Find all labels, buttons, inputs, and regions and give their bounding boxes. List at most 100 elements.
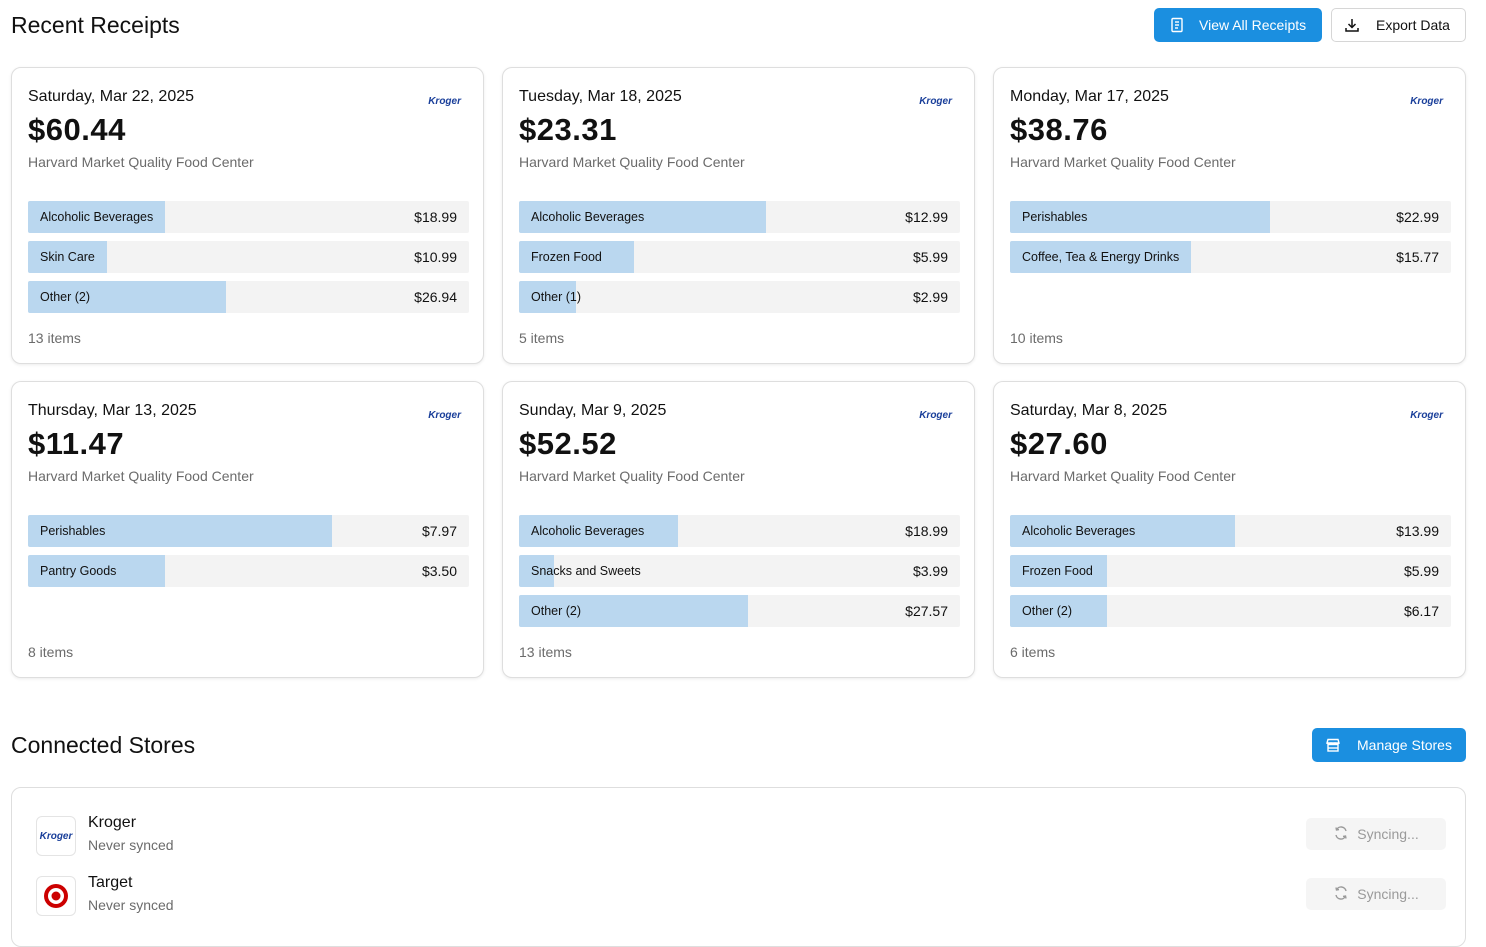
- category-label: Other (2): [531, 604, 582, 618]
- category-bar: Frozen Food $5.99: [519, 241, 960, 273]
- recent-receipts-title: Recent Receipts: [11, 12, 180, 38]
- category-bar-fill: [519, 555, 555, 587]
- category-amount: $3.99: [912, 563, 948, 579]
- sync-label: Syncing...: [1357, 886, 1419, 902]
- receipt-item-count: 8 items: [28, 644, 74, 660]
- receipt-store-name: Harvard Market Quality Food Center: [519, 468, 745, 484]
- receipt-date: Saturday, Mar 8, 2025: [1010, 402, 1168, 419]
- category-bar-fill: [28, 201, 165, 233]
- receipt-date: Thursday, Mar 13, 2025: [28, 402, 197, 419]
- kroger-logo-icon: Kroger: [428, 410, 461, 421]
- receipt-store-name: Harvard Market Quality Food Center: [28, 468, 254, 484]
- sync-button[interactable]: Syncing...: [1306, 818, 1446, 850]
- kroger-logo-icon: Kroger: [1410, 410, 1443, 421]
- receipt-item-count: 13 items: [519, 644, 572, 660]
- category-bar-fill: [28, 281, 227, 313]
- receipt-item-count: 10 items: [1010, 330, 1063, 346]
- receipt-card[interactable]: Saturday, Mar 22, 2025 $60.44 Harvard Mark…: [11, 67, 484, 364]
- view-all-receipts-label: View All Receipts: [1199, 17, 1307, 33]
- category-bar-fill: [519, 281, 577, 313]
- category-bar-fill: [519, 241, 634, 273]
- receipt-item-count: 5 items: [519, 330, 565, 346]
- category-bar: Other (1) $2.99: [519, 281, 960, 313]
- category-label: Alcoholic Beverages: [531, 524, 645, 538]
- receipt-item-count: 6 items: [1010, 644, 1056, 660]
- connected-stores-title: Connected Stores: [11, 732, 196, 758]
- receipt-date: Monday, Mar 17, 2025: [1010, 88, 1169, 105]
- export-data-button[interactable]: Export Data: [1331, 8, 1466, 42]
- refresh-icon: [1333, 885, 1349, 904]
- category-amount: $7.97: [421, 523, 457, 539]
- kroger-logo-text: Kroger: [39, 830, 73, 842]
- category-bar: Alcoholic Beverages $18.99: [28, 201, 469, 233]
- category-amount: $5.99: [1403, 563, 1439, 579]
- receipt-date: Sunday, Mar 9, 2025: [519, 402, 667, 419]
- connected-stores-list: Kroger Kroger Never synced Syncing...: [11, 787, 1466, 947]
- category-bar-fill: [28, 515, 333, 547]
- category-bar-fill: [1010, 201, 1271, 233]
- store-name: Target: [88, 874, 133, 891]
- manage-stores-label: Manage Stores: [1357, 737, 1452, 753]
- receipt-total: $38.76: [1010, 112, 1108, 147]
- category-amount: $18.99: [414, 209, 457, 225]
- category-amount: $5.99: [912, 249, 948, 265]
- kroger-logo-icon: Kroger: [428, 96, 461, 107]
- store-sync-status: Never synced: [88, 837, 174, 853]
- kroger-logo-icon: Kroger: [919, 96, 952, 107]
- category-bar: Alcoholic Beverages $12.99: [519, 201, 960, 233]
- category-bar-fill: [28, 241, 108, 273]
- category-bar-fill: [519, 201, 766, 233]
- store-row-kroger: Kroger Kroger Never synced Syncing...: [36, 814, 1446, 858]
- receipt-card[interactable]: Tuesday, Mar 18, 2025 $23.31 Harvard Marke…: [502, 67, 975, 364]
- receipt-card[interactable]: Monday, Mar 17, 2025 $38.76 Harvard Market…: [993, 67, 1466, 364]
- category-label: Alcoholic Beverages: [1022, 524, 1136, 538]
- category-label: Pantry Goods: [40, 564, 117, 578]
- category-amount: $27.57: [905, 603, 948, 619]
- download-icon: [1344, 17, 1360, 33]
- receipt-store-name: Harvard Market Quality Food Center: [519, 154, 745, 170]
- receipt-icon: [1169, 17, 1185, 33]
- category-bar: Pantry Goods $3.50: [28, 555, 469, 587]
- category-amount: $6.17: [1403, 603, 1439, 619]
- receipt-card[interactable]: Thursday, Mar 13, 2025 $11.47 Harvard Mark…: [11, 381, 484, 678]
- receipt-store-name: Harvard Market Quality Food Center: [1010, 468, 1236, 484]
- receipt-store-name: Harvard Market Quality Food Center: [1010, 154, 1236, 170]
- store-row-target: Target Never synced Syncing...: [36, 874, 1446, 918]
- export-data-label: Export Data: [1376, 17, 1450, 33]
- receipt-item-count: 13 items: [28, 330, 81, 346]
- category-label: Other (2): [1022, 604, 1073, 618]
- kroger-logo-icon: Kroger: [919, 410, 952, 421]
- store-icon: [1325, 737, 1341, 753]
- receipt-card[interactable]: Sunday, Mar 9, 2025 $52.52 Harvard Market …: [502, 381, 975, 678]
- category-label: Perishables: [40, 524, 106, 538]
- category-bar: Perishables $22.99: [1010, 201, 1451, 233]
- category-label: Alcoholic Beverages: [40, 210, 154, 224]
- receipt-card[interactable]: Saturday, Mar 8, 2025 $27.60 Harvard Marke…: [993, 381, 1466, 678]
- category-amount: $10.99: [414, 249, 457, 265]
- category-bar-fill: [1010, 595, 1108, 627]
- manage-stores-button[interactable]: Manage Stores: [1312, 728, 1466, 762]
- view-all-receipts-button[interactable]: View All Receipts: [1154, 8, 1322, 42]
- sync-button[interactable]: Syncing...: [1306, 878, 1446, 910]
- target-logo-icon: [36, 876, 76, 916]
- store-sync-status: Never synced: [88, 897, 174, 913]
- category-amount: $3.50: [421, 563, 457, 579]
- category-amount: $2.99: [912, 289, 948, 305]
- category-bar: Alcoholic Beverages $18.99: [519, 515, 960, 547]
- category-bar-fill: [28, 555, 165, 587]
- category-bar-fill: [1010, 555, 1108, 587]
- store-name: Kroger: [88, 814, 137, 831]
- category-bar: Snacks and Sweets $3.99: [519, 555, 960, 587]
- category-amount: $22.99: [1396, 209, 1439, 225]
- category-bar-fill: [519, 515, 678, 547]
- category-bar: Perishables $7.97: [28, 515, 469, 547]
- category-label: Frozen Food: [1022, 564, 1093, 578]
- receipt-total: $52.52: [519, 426, 617, 461]
- category-amount: $13.99: [1396, 523, 1439, 539]
- category-amount: $26.94: [414, 289, 457, 305]
- category-label: Alcoholic Beverages: [531, 210, 645, 224]
- receipt-date: Saturday, Mar 22, 2025: [28, 88, 195, 105]
- category-bar: Other (2) $26.94: [28, 281, 469, 313]
- category-bar: Skin Care $10.99: [28, 241, 469, 273]
- receipt-store-name: Harvard Market Quality Food Center: [28, 154, 254, 170]
